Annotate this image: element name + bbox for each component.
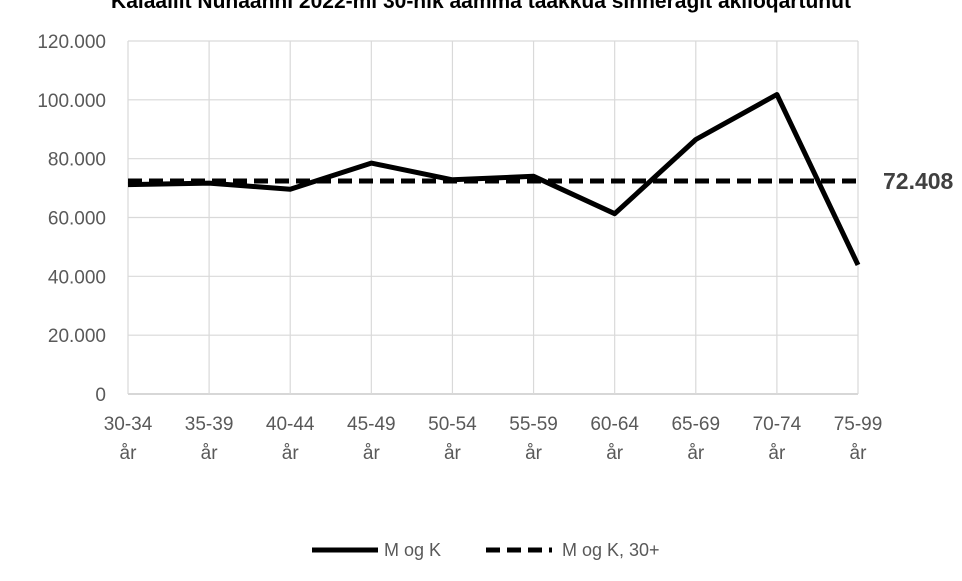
x-tick-label: år [525, 443, 543, 464]
x-tick-label: 75-99 [834, 414, 883, 435]
y-tick-label: 20.000 [48, 326, 106, 347]
legend: M og K M og K, 30+ [312, 540, 660, 560]
y-tick-label: 0 [95, 385, 106, 406]
x-tick-label: år [606, 443, 624, 464]
chart-title: Kalaallit Nunaanni 2022-mi 30-nik aamma … [111, 0, 851, 13]
annotations: 72.408 [883, 168, 954, 194]
x-tick-label: år [687, 443, 705, 464]
x-tick-label: år [120, 443, 138, 464]
x-tick-label: år [768, 443, 786, 464]
y-tick-label: 40.000 [48, 267, 106, 288]
x-tick-label: 35-39 [185, 414, 234, 435]
y-tick-label: 80.000 [48, 150, 106, 171]
gridlines [127, 40, 859, 395]
x-tick-label: 45-49 [347, 414, 396, 435]
x-tick-label: år [282, 443, 300, 464]
y-axis-tick-labels: 0 20.000 40.000 60.000 80.000 100.000 120.000 [37, 32, 106, 406]
legend-label-2: M og K, 30+ [562, 540, 660, 560]
x-tick-label: 65-69 [671, 414, 720, 435]
x-tick-label: 55-59 [509, 414, 558, 435]
x-tick-label: år [444, 443, 462, 464]
series-lines [127, 92, 861, 266]
x-axis-tick-labels: 30-34 år 35-39 år 40-44 år 45-49 år 50-54 år 55-59… [104, 414, 883, 464]
x-tick-label: år [363, 443, 381, 464]
x-tick-label: 50-54 [428, 414, 477, 435]
x-tick-label: år [201, 443, 219, 464]
x-tick-label: 30-34 [104, 414, 153, 435]
y-tick-label: 60.000 [48, 209, 106, 230]
y-tick-label: 120.000 [37, 32, 106, 53]
x-tick-label: 70-74 [753, 414, 802, 435]
y-tick-label: 100.000 [37, 91, 106, 112]
x-tick-label: år [850, 443, 868, 464]
series-line-1 [127, 92, 861, 266]
legend-label-1: M og K [384, 540, 441, 560]
average-value-label: 72.408 [883, 168, 954, 194]
x-tick-label: 60-64 [590, 414, 639, 435]
x-tick-label: 40-44 [266, 414, 315, 435]
